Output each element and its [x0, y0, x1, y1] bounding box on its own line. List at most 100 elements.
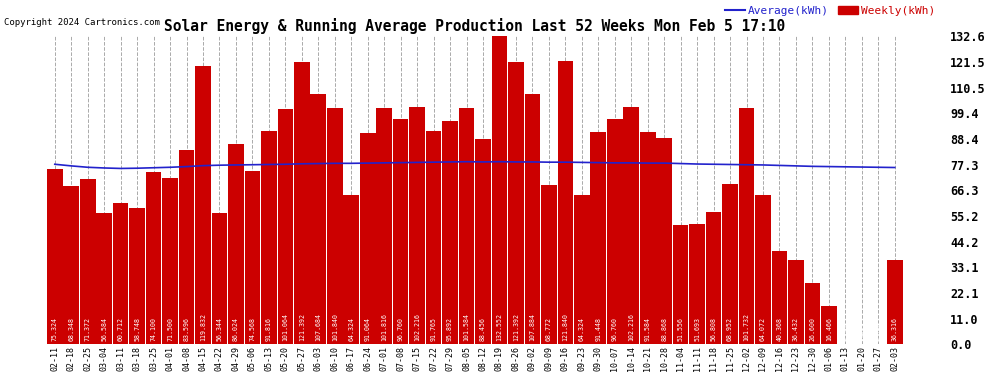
Text: 101.064: 101.064	[282, 313, 288, 341]
Bar	[805, 283, 821, 345]
Bar	[508, 62, 524, 345]
Bar	[245, 171, 260, 345]
Bar	[393, 120, 409, 345]
Bar	[821, 306, 837, 345]
Bar	[261, 131, 276, 345]
Bar	[443, 122, 458, 345]
Text: 83.596: 83.596	[183, 317, 189, 341]
Text: 119.832: 119.832	[200, 313, 206, 341]
Bar	[771, 251, 787, 345]
Bar	[409, 107, 425, 345]
Text: 132.552: 132.552	[496, 313, 503, 341]
Text: 36.432: 36.432	[793, 317, 799, 341]
Legend: Average(kWh), Weekly(kWh): Average(kWh), Weekly(kWh)	[720, 2, 940, 21]
Bar	[294, 62, 310, 345]
Bar	[228, 144, 244, 345]
Bar	[689, 224, 705, 345]
Bar	[525, 94, 541, 345]
Bar	[47, 170, 62, 345]
Bar	[96, 213, 112, 345]
Bar	[113, 203, 129, 345]
Bar	[492, 36, 507, 345]
Text: 0.000: 0.000	[858, 321, 865, 341]
Text: 121.392: 121.392	[299, 313, 305, 341]
Text: 68.348: 68.348	[68, 317, 74, 341]
Bar	[673, 225, 688, 345]
Text: 56.808: 56.808	[711, 317, 717, 341]
Bar	[195, 66, 211, 345]
Bar	[63, 186, 79, 345]
Bar	[475, 139, 491, 345]
Bar	[458, 108, 474, 345]
Bar	[212, 213, 228, 345]
Text: 74.568: 74.568	[249, 317, 255, 341]
Text: 58.748: 58.748	[134, 317, 141, 341]
Text: 91.816: 91.816	[266, 317, 272, 341]
Bar	[640, 132, 655, 345]
Bar	[311, 94, 326, 345]
Bar	[706, 212, 722, 345]
Text: 95.892: 95.892	[447, 317, 453, 341]
Text: 96.760: 96.760	[612, 317, 618, 341]
Bar	[557, 61, 573, 345]
Bar	[739, 108, 754, 345]
Text: 56.584: 56.584	[101, 317, 107, 341]
Text: 26.600: 26.600	[810, 317, 816, 341]
Text: 16.466: 16.466	[826, 317, 832, 341]
Bar	[788, 260, 804, 345]
Text: 71.372: 71.372	[85, 317, 91, 341]
Text: 91.448: 91.448	[595, 317, 601, 341]
Text: 64.324: 64.324	[348, 317, 354, 341]
Bar	[344, 195, 359, 345]
Bar	[327, 108, 343, 345]
Text: 64.072: 64.072	[760, 317, 766, 341]
Text: 60.712: 60.712	[118, 317, 124, 341]
Text: 88.868: 88.868	[661, 317, 667, 341]
Bar	[376, 108, 392, 345]
Text: 36.316: 36.316	[892, 317, 898, 341]
Bar	[426, 131, 442, 345]
Bar	[130, 208, 145, 345]
Bar	[80, 178, 95, 345]
Text: 101.840: 101.840	[332, 313, 338, 341]
Bar	[162, 178, 178, 345]
Text: 51.556: 51.556	[677, 317, 684, 341]
Text: 68.772: 68.772	[545, 317, 551, 341]
Text: 101.732: 101.732	[743, 313, 749, 341]
Bar	[624, 107, 640, 345]
Bar	[277, 110, 293, 345]
Text: 102.216: 102.216	[414, 313, 420, 341]
Text: 91.064: 91.064	[364, 317, 370, 341]
Text: 88.456: 88.456	[480, 317, 486, 341]
Bar	[360, 133, 375, 345]
Bar	[146, 172, 161, 345]
Title: Solar Energy & Running Average Production Last 52 Weeks Mon Feb 5 17:10: Solar Energy & Running Average Productio…	[164, 18, 785, 34]
Text: 0.000: 0.000	[842, 321, 848, 341]
Bar	[590, 132, 606, 345]
Text: 101.816: 101.816	[381, 313, 387, 341]
Text: 40.368: 40.368	[776, 317, 782, 341]
Text: 56.344: 56.344	[217, 317, 223, 341]
Text: 0.148: 0.148	[875, 321, 881, 341]
Text: Copyright 2024 Cartronics.com: Copyright 2024 Cartronics.com	[4, 18, 160, 27]
Bar	[656, 138, 672, 345]
Text: 96.760: 96.760	[398, 317, 404, 341]
Text: 121.840: 121.840	[562, 313, 568, 341]
Bar	[755, 195, 771, 345]
Text: 107.684: 107.684	[315, 313, 322, 341]
Text: 75.324: 75.324	[51, 317, 57, 341]
Text: 101.584: 101.584	[463, 313, 469, 341]
Bar	[574, 195, 590, 345]
Bar	[723, 184, 738, 345]
Bar	[887, 260, 903, 345]
Text: 86.024: 86.024	[233, 317, 239, 341]
Text: 68.952: 68.952	[727, 317, 733, 341]
Text: 107.884: 107.884	[530, 313, 536, 341]
Bar	[607, 120, 623, 345]
Text: 74.100: 74.100	[150, 317, 156, 341]
Text: 121.392: 121.392	[513, 313, 519, 341]
Text: 71.500: 71.500	[167, 317, 173, 341]
Bar	[179, 150, 194, 345]
Bar	[542, 184, 556, 345]
Text: 64.324: 64.324	[579, 317, 585, 341]
